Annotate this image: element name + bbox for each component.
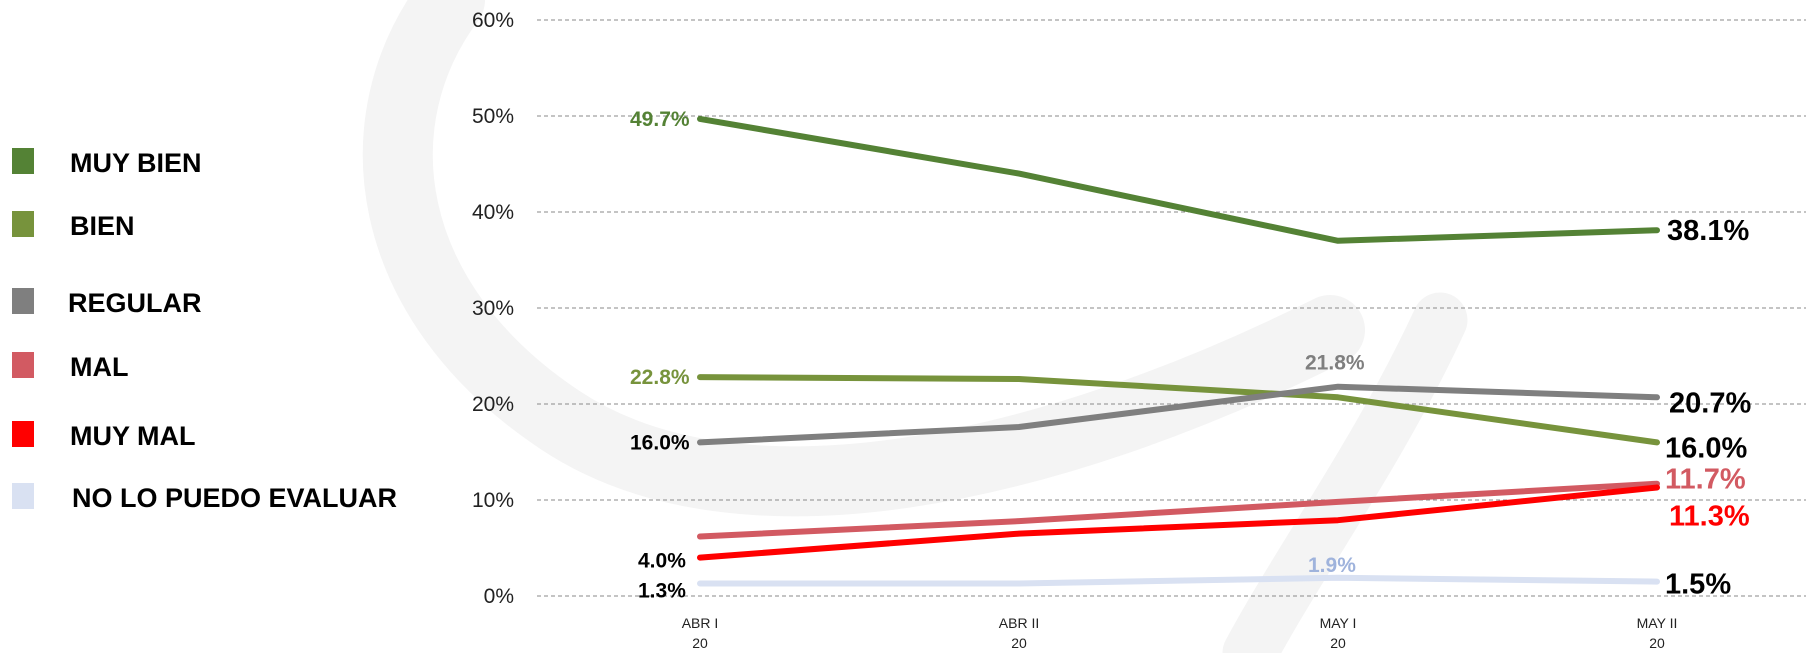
- legend-label: REGULAR: [68, 288, 202, 318]
- legend-label: BIEN: [70, 211, 135, 241]
- x-tick-label: MAY I: [1320, 615, 1357, 631]
- y-tick-label: 50%: [472, 105, 514, 128]
- data-labels: 49.7% 38.1% 22.8% 16.0% 16.0% 21.8% 20.7% 11.7%…: [630, 108, 1751, 603]
- legend-swatch: [12, 352, 34, 378]
- legend-swatch: [12, 211, 34, 237]
- x-tick-label: ABR II: [999, 615, 1039, 631]
- legend-label: MUY MAL: [70, 421, 196, 451]
- y-tick-label: 20%: [472, 393, 514, 416]
- data-label: 11.7%: [1665, 464, 1746, 496]
- series-lines: [697, 115, 1660, 587]
- data-label: 16.0%: [630, 431, 690, 454]
- data-label: 16.0%: [1665, 432, 1747, 464]
- data-label: 1.3%: [638, 580, 686, 603]
- x-tick-label-year: 20: [692, 635, 708, 651]
- series-line-muy-mal: [697, 484, 1660, 561]
- series-line-muy-bien: [697, 115, 1660, 244]
- y-tick-label: 60%: [472, 9, 514, 32]
- legend-swatch: [12, 421, 34, 447]
- watermark-logo: [362, 0, 1468, 653]
- data-label: 1.9%: [1308, 554, 1356, 577]
- series-line-regular: [697, 383, 1660, 446]
- x-tick-label: MAY II: [1637, 615, 1678, 631]
- y-tick-label: 30%: [472, 297, 514, 320]
- legend-label: MAL: [70, 352, 128, 382]
- data-label: 38.1%: [1667, 215, 1749, 247]
- x-tick-label-year: 20: [1649, 635, 1665, 651]
- series-line-no-lo-puedo-evaluar: [697, 574, 1660, 587]
- y-tick-label: 10%: [472, 489, 514, 512]
- y-tick-label: 40%: [472, 201, 514, 224]
- series-line-mal: [697, 480, 1660, 540]
- series-line-bien: [697, 374, 1660, 446]
- data-label: 21.8%: [1305, 352, 1365, 375]
- x-tick-label: ABR I: [682, 615, 719, 631]
- data-label: 20.7%: [1669, 387, 1751, 419]
- data-label: 1.5%: [1665, 569, 1731, 601]
- x-axis: ABR I 20 ABR II 20 MAY I 20 MAY II 20: [682, 615, 1678, 651]
- data-label: 22.8%: [630, 366, 690, 389]
- legend-swatch: [12, 483, 34, 509]
- legend: MUY BIEN BIEN REGULAR MAL MUY MAL NO LO PUEDO…: [12, 148, 397, 513]
- gridlines: [537, 19, 1806, 597]
- data-label: 11.3%: [1669, 501, 1750, 533]
- watermark-arc: [362, 0, 1365, 517]
- legend-swatch: [12, 288, 34, 314]
- legend-label: MUY BIEN: [70, 148, 202, 178]
- legend-label: NO LO PUEDO EVALUAR: [72, 483, 397, 513]
- data-label: 49.7%: [630, 108, 690, 131]
- y-axis: 0% 10% 20% 30% 40% 50% 60%: [472, 9, 514, 608]
- data-label: 4.0%: [638, 550, 686, 573]
- y-tick-label: 0%: [484, 585, 514, 608]
- x-tick-label-year: 20: [1011, 635, 1027, 651]
- x-tick-label-year: 20: [1330, 635, 1346, 651]
- legend-swatch: [12, 148, 34, 174]
